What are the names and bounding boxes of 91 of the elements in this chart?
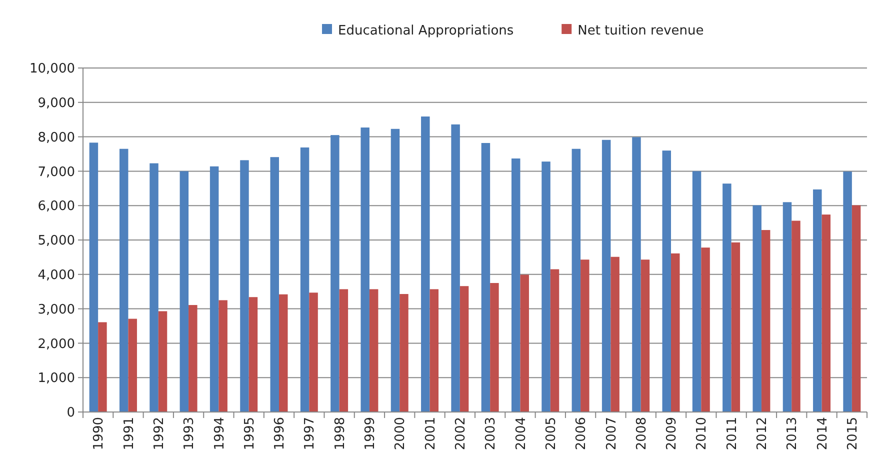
x-tick-label: 1997	[302, 417, 318, 450]
bar	[692, 171, 702, 412]
bar	[662, 150, 671, 412]
x-tick-label: 1991	[122, 417, 137, 450]
bar	[180, 171, 189, 412]
x-tick-label: 2004	[514, 417, 529, 450]
bar	[782, 202, 792, 412]
bar	[640, 260, 650, 412]
bar	[218, 300, 228, 412]
legend-label: Educational Appropriations	[338, 24, 514, 39]
bar	[822, 214, 831, 412]
bar	[520, 274, 529, 412]
bar	[150, 163, 158, 412]
y-tick-label: 3,000	[38, 302, 75, 318]
bar	[430, 289, 439, 412]
bar	[270, 157, 279, 412]
bar	[369, 289, 378, 412]
bar	[360, 128, 370, 412]
bar	[701, 248, 710, 412]
x-tick-label: 1994	[212, 417, 228, 450]
x-tick-label: 2008	[634, 417, 650, 450]
x-tick-label: 2011	[724, 417, 740, 450]
bar	[610, 256, 620, 412]
bar	[309, 292, 318, 412]
y-tick-label: 7,000	[38, 164, 75, 180]
x-tick-label: 1998	[332, 417, 348, 450]
y-tick-label: 8,000	[38, 130, 75, 146]
bar	[511, 158, 520, 412]
bar	[119, 148, 128, 412]
bar	[542, 162, 550, 412]
y-tick-label: 9,000	[38, 96, 75, 111]
x-tick-label: 2009	[664, 417, 680, 450]
x-tick-label: 2015	[845, 417, 860, 450]
y-tick-label: 6,000	[38, 199, 75, 214]
bar	[98, 322, 107, 412]
bar	[300, 147, 310, 412]
bar	[671, 253, 680, 412]
x-tick-label: 1993	[182, 417, 198, 450]
x-tick-label: 2002	[453, 417, 468, 450]
bar	[128, 318, 137, 412]
bar	[490, 283, 499, 412]
bar	[843, 172, 852, 412]
bar	[852, 205, 861, 412]
x-tick-label: 2001	[423, 417, 438, 450]
bar	[339, 289, 348, 412]
bar	[460, 286, 469, 412]
bar	[240, 160, 249, 412]
y-tick-label: 4,000	[38, 268, 75, 283]
bar	[279, 294, 288, 412]
x-tick-label: 2013	[785, 417, 800, 450]
bar	[761, 230, 770, 412]
bar	[580, 260, 590, 412]
x-tick-label: 2007	[604, 417, 620, 450]
y-tick-label: 1,000	[38, 371, 75, 386]
x-tick-label: 2010	[694, 417, 710, 450]
bar	[89, 142, 98, 412]
bar	[210, 166, 219, 412]
bar	[550, 269, 560, 412]
bar	[188, 305, 198, 412]
bar	[752, 205, 762, 412]
x-tick-label: 2014	[815, 417, 830, 450]
x-tick-label: 1995	[242, 417, 258, 450]
bar	[390, 128, 400, 412]
x-tick-label: 2012	[755, 417, 770, 450]
x-tick-label: 2000	[393, 417, 408, 450]
bar	[632, 137, 641, 412]
bar	[330, 135, 340, 412]
bar	[572, 148, 581, 412]
bar	[792, 220, 800, 412]
bar	[813, 189, 822, 412]
bar	[451, 124, 460, 412]
x-tick-label: 1992	[152, 417, 167, 450]
x-tick-label: 2005	[544, 417, 559, 450]
bar	[731, 242, 740, 412]
bar	[158, 311, 168, 412]
legend-label: Net tuition revenue	[578, 24, 704, 39]
bar	[248, 297, 258, 412]
y-tick-label: 10,000	[30, 62, 75, 77]
bar	[421, 116, 430, 412]
y-tick-label: 2,000	[38, 336, 75, 352]
x-tick-label: 1999	[363, 417, 378, 450]
x-tick-label: 2003	[484, 417, 499, 450]
bar	[481, 142, 490, 412]
y-tick-label: 0	[66, 406, 75, 421]
x-tick-label: 1996	[272, 417, 288, 450]
bar	[400, 294, 408, 412]
x-tick-label: 1990	[92, 417, 107, 450]
x-tick-label: 2006	[574, 417, 590, 450]
y-tick-label: 5,000	[38, 234, 75, 249]
bar	[602, 140, 611, 412]
bar	[722, 184, 732, 412]
